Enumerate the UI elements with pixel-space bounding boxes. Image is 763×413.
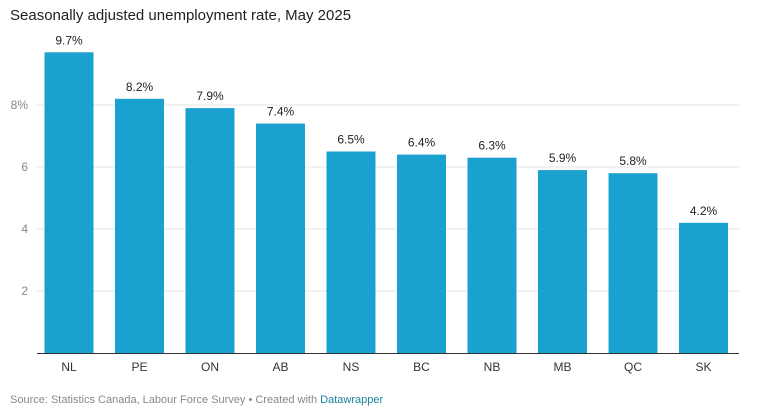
x-tick-label: ON	[201, 360, 219, 374]
data-label: 5.8%	[619, 154, 647, 168]
bar	[538, 170, 587, 353]
x-tick-label: NB	[484, 360, 501, 374]
y-tick-label: 2	[21, 284, 28, 298]
data-label: 9.7%	[55, 33, 83, 47]
x-tick-label: SK	[695, 360, 711, 374]
y-tick-label: 6	[21, 160, 28, 174]
chart-title: Seasonally adjusted unemployment rate, M…	[10, 7, 352, 24]
source-note: Source: Statistics Canada, Labour Force …	[10, 394, 383, 406]
x-tick-label: MB	[554, 360, 572, 374]
x-tick-label: AB	[272, 360, 288, 374]
bar	[326, 151, 376, 353]
datawrapper-link[interactable]: Datawrapper	[320, 394, 384, 406]
bar	[256, 123, 305, 353]
data-label: 6.5%	[337, 133, 365, 147]
x-tick-label: NL	[61, 360, 77, 374]
y-tick-label: 4	[21, 222, 28, 236]
data-label: 7.9%	[196, 89, 224, 103]
data-label: 6.3%	[478, 139, 506, 153]
x-tick-label: PE	[131, 360, 147, 374]
source-text: Source: Statistics Canada, Labour Force …	[10, 394, 321, 406]
data-label: 6.4%	[408, 136, 436, 150]
data-label: 5.9%	[549, 151, 577, 165]
bar	[397, 154, 446, 353]
data-label: 4.2%	[690, 204, 718, 218]
bar	[44, 52, 94, 354]
x-tick-label: NS	[343, 360, 360, 374]
bar	[679, 222, 728, 353]
data-labels: 9.7% 8.2% 7.9% 7.4% 6.5% 6.4% 6.3% 5.9% 5.8% 4.2%	[55, 33, 717, 218]
data-label: 8.2%	[126, 80, 154, 94]
data-label: 7.4%	[267, 105, 295, 119]
bars	[44, 52, 728, 354]
axes: 2 4 6 8% NL PE ON AB NS BC NB MB QC SK	[11, 98, 739, 374]
y-tick-label: 8%	[11, 98, 29, 112]
bar	[608, 173, 658, 353]
bar	[467, 157, 517, 353]
bar	[185, 108, 235, 353]
bar	[115, 98, 164, 353]
x-tick-label: BC	[413, 360, 430, 374]
x-tick-label: QC	[624, 360, 642, 374]
